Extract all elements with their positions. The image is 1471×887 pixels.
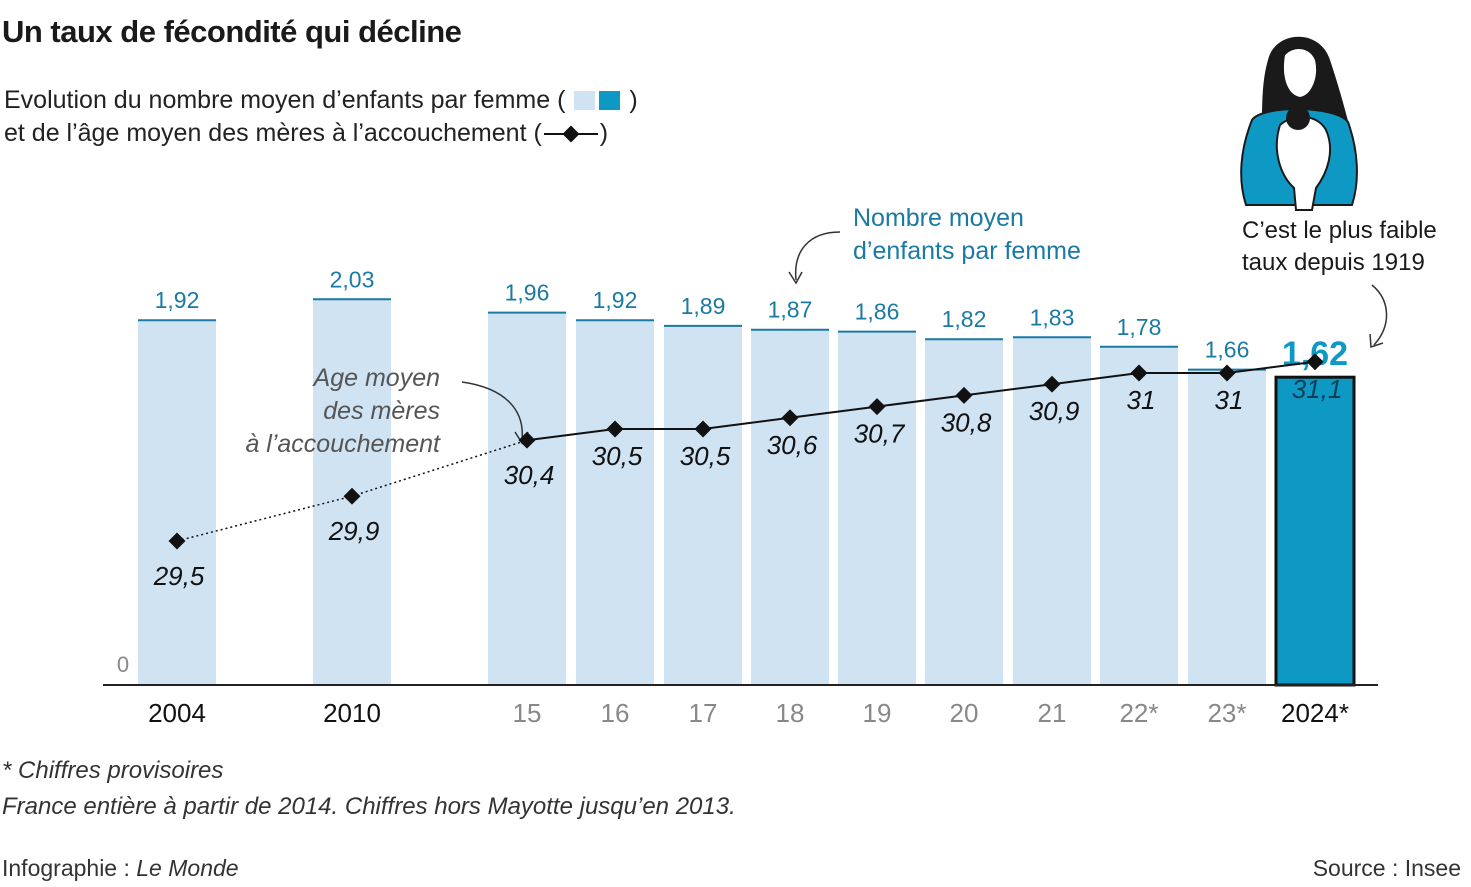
line-label-arrow xyxy=(461,381,523,441)
bar-21 xyxy=(1013,337,1091,685)
age-value-label: 31 xyxy=(1215,385,1244,415)
bar-18 xyxy=(751,329,829,685)
age-line-group: 29,5 29,9 30,4 30,5 30,5 30,6 30,7 30,8 30,9 31 31… xyxy=(153,353,1343,591)
chart-title: Un taux de fécondité qui décline xyxy=(2,14,462,49)
legend-bars-text: Evolution du nombre moyen d’enfants par … xyxy=(4,86,566,114)
age-value-label: 30,9 xyxy=(1029,396,1080,426)
bar-value-label: 1,87 xyxy=(768,297,813,323)
line-label-line1: Age moyen xyxy=(313,364,440,392)
x-tick-label: 17 xyxy=(689,698,718,728)
x-tick-label: 2010 xyxy=(323,698,381,728)
age-marker xyxy=(781,409,799,427)
bar-value-label: 1,96 xyxy=(505,280,550,306)
legend-line-text: et de l’âge moyen des mères à l’accouche… xyxy=(4,119,542,147)
x-tick-label: 20 xyxy=(950,698,979,728)
record-annotation: C’est le plus faible taux depuis 1919 xyxy=(1242,215,1437,279)
age-value-label: 29,5 xyxy=(153,561,205,591)
legend-line: et de l’âge moyen des mères à l’accouche… xyxy=(4,119,608,148)
bar-value-label: 1,92 xyxy=(155,287,200,313)
age-line-solid xyxy=(526,360,1316,442)
bar-22* xyxy=(1100,346,1178,685)
bar-23* xyxy=(1188,369,1266,685)
bar-15 xyxy=(488,312,566,685)
bar-19 xyxy=(838,331,916,685)
age-value-label: 30,8 xyxy=(941,407,992,437)
x-tick-label: 16 xyxy=(601,698,630,728)
age-value-label: 30,5 xyxy=(680,441,731,471)
x-tick-label: 2004 xyxy=(148,698,206,728)
bar-value-label: 1,66 xyxy=(1205,337,1250,363)
bars-label-line2: d’enfants par femme xyxy=(853,237,1081,265)
credit-prefix: Infographie : xyxy=(2,855,137,881)
bars-label-arrow xyxy=(794,231,841,281)
line-label-line2: des mères xyxy=(323,397,440,425)
bar-value-label: 1,78 xyxy=(1117,314,1162,340)
line-series-label: Age moyen des mères à l’accouchement xyxy=(228,362,440,461)
age-marker xyxy=(168,532,186,550)
bar-value-label: 1,82 xyxy=(942,306,987,332)
footnote-scope: France entière à partir de 2014. Chiffre… xyxy=(2,793,736,820)
bars-series-label: Nombre moyen d’enfants par femme xyxy=(853,202,1081,268)
bar-16 xyxy=(576,320,654,685)
legend-dark-swatch xyxy=(599,91,621,110)
mother-illustration-icon xyxy=(1240,36,1358,211)
legend-light-swatch xyxy=(574,91,596,110)
age-value-label: 30,6 xyxy=(767,430,818,460)
footnote-provisional: * Chiffres provisoires xyxy=(2,757,224,784)
legend-line-close: ) xyxy=(599,119,609,147)
credit: Infographie : Le Monde xyxy=(2,855,239,882)
age-value-label: 30,4 xyxy=(504,460,555,490)
x-tick-label: 22* xyxy=(1119,698,1158,728)
age-value-label: 29,9 xyxy=(328,516,380,546)
bar-2024* xyxy=(1274,375,1356,687)
bar-value-label: 1,83 xyxy=(1030,304,1075,330)
bar-value-label: 1,89 xyxy=(681,293,726,319)
record-arrowhead xyxy=(1369,333,1384,349)
bars-group: 1,92 2,03 1,96 1,92 1,89 1,87 1,86 1,82 1,83 1,78… xyxy=(138,266,1356,687)
bar-value-label: 1,86 xyxy=(855,299,900,325)
x-tick-label: 18 xyxy=(776,698,805,728)
age-value-label: 31,1 xyxy=(1292,374,1343,404)
bar-value-label: 2,03 xyxy=(330,266,375,292)
x-tick-label: 23* xyxy=(1207,698,1246,728)
age-value-label: 30,5 xyxy=(592,441,643,471)
legend-line-swatch xyxy=(543,125,598,143)
record-line1: C’est le plus faible xyxy=(1242,217,1437,244)
age-marker xyxy=(955,386,973,404)
legend-bars-close: ) xyxy=(629,86,638,114)
record-arrow xyxy=(1371,284,1388,346)
age-value-label: 30,7 xyxy=(854,419,906,449)
age-marker xyxy=(606,420,624,438)
x-tick-label: 2024* xyxy=(1281,698,1349,728)
bar-value-label: 1,92 xyxy=(593,287,638,313)
record-line2: taux depuis 1919 xyxy=(1242,249,1425,276)
age-marker xyxy=(518,431,536,449)
bar-17 xyxy=(664,325,742,685)
x-tick-label: 15 xyxy=(513,698,542,728)
x-axis-group: 2004 2010 15 16 17 18 19 20 21 22* 23* 2024* 0 xyxy=(103,652,1378,728)
line-label-line3: à l’accouchement xyxy=(245,430,440,458)
bars-label-line1: Nombre moyen xyxy=(853,204,1024,232)
age-value-label: 31 xyxy=(1127,385,1156,415)
bars-label-arrowhead xyxy=(788,271,803,285)
source: Source : Insee xyxy=(1312,855,1461,881)
age-marker xyxy=(694,420,712,438)
x-tick-label: 21 xyxy=(1038,698,1067,728)
age-marker xyxy=(868,398,886,416)
credit-name: Le Monde xyxy=(136,855,239,881)
bar-2004 xyxy=(138,320,216,685)
age-marker xyxy=(343,487,361,505)
legend-bars: Evolution du nombre moyen d’enfants par … xyxy=(4,86,638,115)
x-tick-label: 19 xyxy=(863,698,892,728)
y-zero-label: 0 xyxy=(117,652,129,677)
